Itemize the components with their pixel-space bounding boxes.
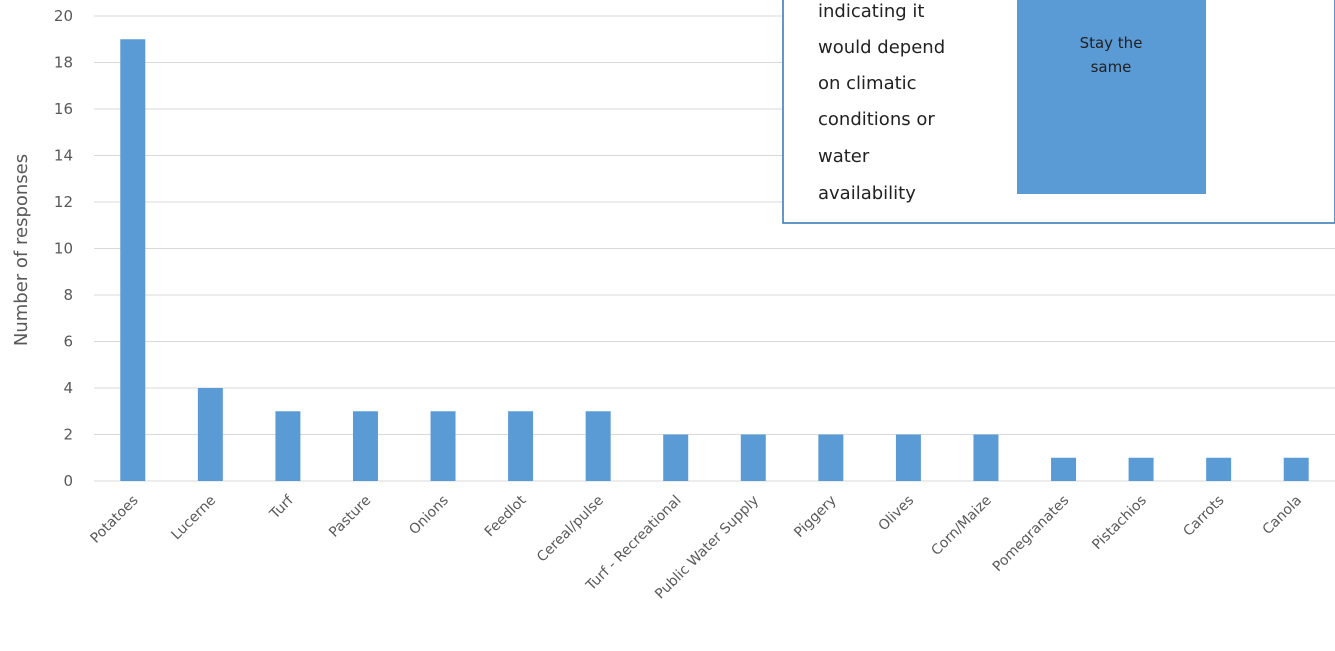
x-axis-labels: Potatoes Lucerne Turf Pasture Onions Feedlot C… (87, 492, 1305, 603)
note-line-6: availability (818, 183, 916, 204)
y-tick-label: 2 (63, 426, 73, 444)
bar (120, 39, 146, 481)
stay-the-same-box (1017, 0, 1206, 194)
bar (585, 411, 611, 481)
x-tick-label: Turf (266, 492, 297, 523)
note-line-1: indicating it (818, 1, 924, 22)
x-tick-label: Feedlot (482, 492, 530, 540)
bar (895, 434, 921, 481)
bar (508, 411, 534, 481)
bar (1283, 457, 1309, 481)
y-tick-label: 10 (54, 240, 73, 258)
x-tick-label: Onions (406, 493, 452, 539)
note-line-5: water (818, 146, 870, 167)
y-tick-label: 6 (63, 333, 73, 351)
bar (740, 434, 766, 481)
annotation-box: indicating it would depend on climatic c… (782, 0, 1335, 224)
bar (430, 411, 456, 481)
y-tick-label: 12 (54, 193, 73, 211)
bar (352, 411, 378, 481)
y-axis-ticks: 0 2 4 6 8 10 12 14 16 18 20 (54, 7, 73, 490)
x-tick-label: Olives (876, 493, 918, 535)
x-tick-label: Pistachios (1089, 493, 1150, 554)
y-tick-label: 20 (54, 7, 73, 25)
y-tick-label: 18 (54, 54, 73, 72)
bar (973, 434, 999, 481)
bar (818, 434, 844, 481)
x-tick-label: Piggery (791, 493, 839, 541)
y-tick-label: 8 (63, 286, 73, 304)
x-tick-label: Pasture (326, 493, 374, 541)
note-line-4: conditions or (818, 109, 935, 130)
y-tick-label: 14 (54, 147, 73, 165)
bar (1206, 457, 1232, 481)
bar (663, 434, 689, 481)
y-tick-label: 4 (63, 379, 73, 397)
x-tick-label: Carrots (1180, 493, 1227, 540)
note-line-2: would depend (818, 37, 945, 58)
x-tick-label: Pomegranates (990, 493, 1073, 576)
y-axis-label: Number of responses (11, 154, 32, 346)
x-tick-label: Lucerne (168, 493, 219, 544)
box-line-1: Stay the (1080, 34, 1143, 52)
box-line-2: same (1091, 58, 1132, 76)
y-tick-label: 16 (54, 100, 73, 118)
bar (197, 388, 223, 481)
x-tick-label: Potatoes (87, 493, 141, 547)
bar (1051, 457, 1077, 481)
note-line-3: on climatic (818, 73, 917, 94)
y-tick-label: 0 (63, 472, 73, 490)
bars (120, 39, 1309, 481)
x-tick-label: Corn/Maize (928, 493, 994, 559)
x-tick-label: Canola (1260, 493, 1305, 538)
bar (275, 411, 301, 481)
x-tick-label: Cereal/pulse (534, 493, 607, 566)
bar (1128, 457, 1154, 481)
